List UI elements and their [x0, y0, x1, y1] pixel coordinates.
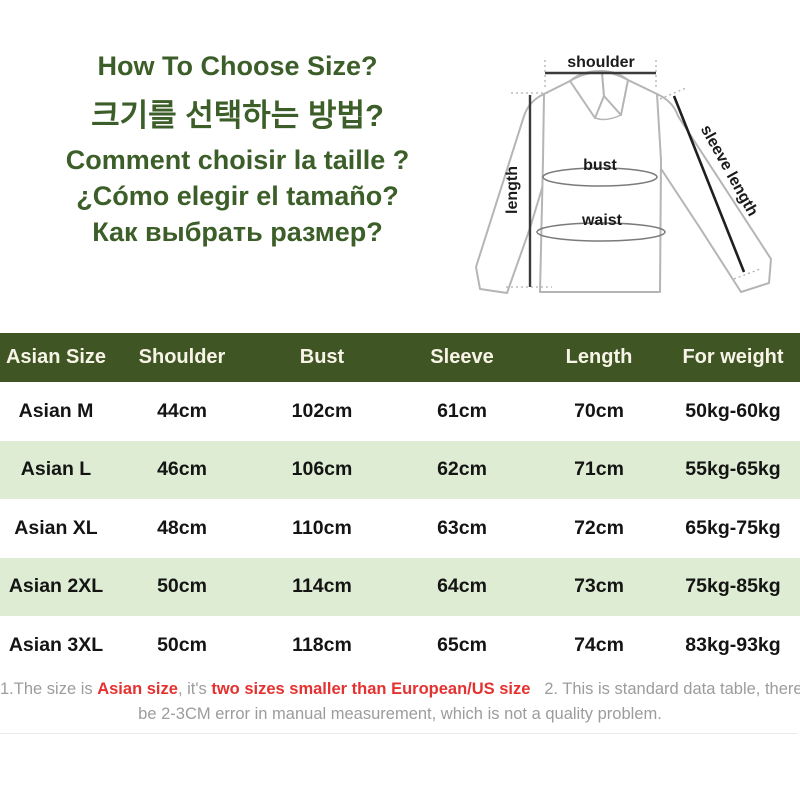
- sleeve-measure-line: [672, 95, 746, 273]
- title-korean: 크기를 선택하는 방법?: [91, 98, 384, 133]
- cell-size: Asian 3XL: [8, 633, 104, 656]
- cell-length: 74cm: [574, 633, 624, 656]
- cell-shoulder: 44cm: [157, 399, 207, 422]
- col-header-sleeve: Sleeve: [392, 333, 532, 382]
- col-header-shoulder: Shoulder: [112, 333, 252, 382]
- cell-shoulder: 50cm: [157, 575, 207, 598]
- note-line-1: 1.The size is Asian size, it's two sizes…: [0, 677, 800, 702]
- cell-weight: 55kg-65kg: [685, 458, 781, 481]
- title-french: Comment choisir la taille ?: [65, 145, 410, 175]
- cell-size: Asian L: [20, 458, 92, 481]
- cell-sleeve: 64cm: [437, 575, 487, 598]
- cell-sleeve: 63cm: [437, 516, 487, 539]
- size-notes: 1.The size is Asian size, it's two sizes…: [0, 677, 800, 727]
- cell-size: Asian M: [18, 399, 94, 422]
- col-header-asian-size: Asian Size: [0, 333, 112, 382]
- cell-shoulder: 50cm: [157, 633, 207, 656]
- neckline-curve: [594, 114, 622, 121]
- cell-weight: 75kg-85kg: [685, 575, 781, 598]
- bust-ellipse: [542, 167, 658, 187]
- shirt-body-shape: [539, 70, 662, 293]
- cell-bust: 102cm: [291, 399, 353, 422]
- note-line-2: be 2-3CM error in manual measurement, wh…: [138, 705, 662, 723]
- note-gray-3: 2. This is standard data table, there wi…: [544, 680, 800, 698]
- bust-label: bust: [583, 157, 617, 174]
- cell-bust: 106cm: [291, 458, 353, 481]
- cell-sleeve: 65cm: [437, 633, 487, 656]
- title-russian: Как выбрать размер?: [92, 217, 383, 247]
- size-table: Asian Size Shoulder Bust Sleeve Length F…: [0, 333, 800, 675]
- left-sleeve-shape: [475, 93, 554, 294]
- cell-shoulder: 48cm: [157, 516, 207, 539]
- bottom-divider: [0, 733, 797, 734]
- garment-measurement-diagram: shoulder length bust waist sleeve length: [470, 30, 800, 325]
- length-label: length: [504, 166, 521, 214]
- cell-size: Asian XL: [14, 516, 98, 539]
- shoulder-label: shoulder: [567, 54, 635, 71]
- waist-ellipse: [536, 222, 666, 242]
- table-row-asian-xl: Asian XL 48cm 110cm 63cm 72cm 65kg-75kg: [0, 499, 800, 558]
- cell-length: 70cm: [574, 399, 624, 422]
- cell-weight: 83kg-93kg: [685, 633, 781, 656]
- title-block: How To Choose Size? 크기를 선택하는 방법? Comment…: [0, 51, 475, 248]
- cell-length: 73cm: [574, 575, 624, 598]
- col-header-for-weight: For weight: [666, 333, 800, 382]
- cell-length: 72cm: [574, 516, 624, 539]
- cell-weight: 65kg-75kg: [685, 516, 781, 539]
- col-header-bust: Bust: [252, 333, 392, 382]
- title-english: How To Choose Size?: [97, 51, 378, 81]
- table-row-asian-l: Asian L 46cm 106cm 62cm 71cm 55kg-65kg: [0, 440, 800, 499]
- cell-bust: 118cm: [292, 633, 352, 656]
- note-red-two-sizes: two sizes smaller than European/US size: [211, 680, 531, 698]
- note-gray-1: 1.The size is: [0, 680, 98, 698]
- note-gray-2: , it's: [177, 680, 212, 698]
- note-red-asian-size: Asian size: [97, 680, 178, 698]
- cell-sleeve: 61cm: [437, 399, 487, 422]
- shirt-diagram-svg: shoulder length bust waist sleeve length: [475, 54, 772, 294]
- table-row-asian-3xl: Asian 3XL 50cm 118cm 65cm 74cm 83kg-93kg: [0, 616, 800, 675]
- waist-label: waist: [581, 212, 623, 229]
- cell-bust: 114cm: [292, 575, 352, 598]
- cell-size: Asian 2XL: [8, 575, 104, 598]
- cell-length: 71cm: [574, 458, 624, 481]
- table-row-asian-2xl: Asian 2XL 50cm 114cm 64cm 73cm 75kg-85kg: [0, 557, 800, 616]
- cell-bust: 110cm: [292, 516, 352, 539]
- table-row-asian-m: Asian M 44cm 102cm 61cm 70cm 50kg-60kg: [0, 382, 800, 441]
- cell-sleeve: 62cm: [437, 458, 487, 481]
- right-sleeve-shape: [649, 93, 772, 293]
- size-table-header-row: Asian Size Shoulder Bust Sleeve Length F…: [0, 333, 800, 382]
- col-header-length: Length: [532, 333, 666, 382]
- cell-weight: 50kg-60kg: [685, 399, 781, 422]
- cell-shoulder: 46cm: [157, 458, 207, 481]
- title-spanish: ¿Cómo elegir el tamaño?: [76, 181, 399, 211]
